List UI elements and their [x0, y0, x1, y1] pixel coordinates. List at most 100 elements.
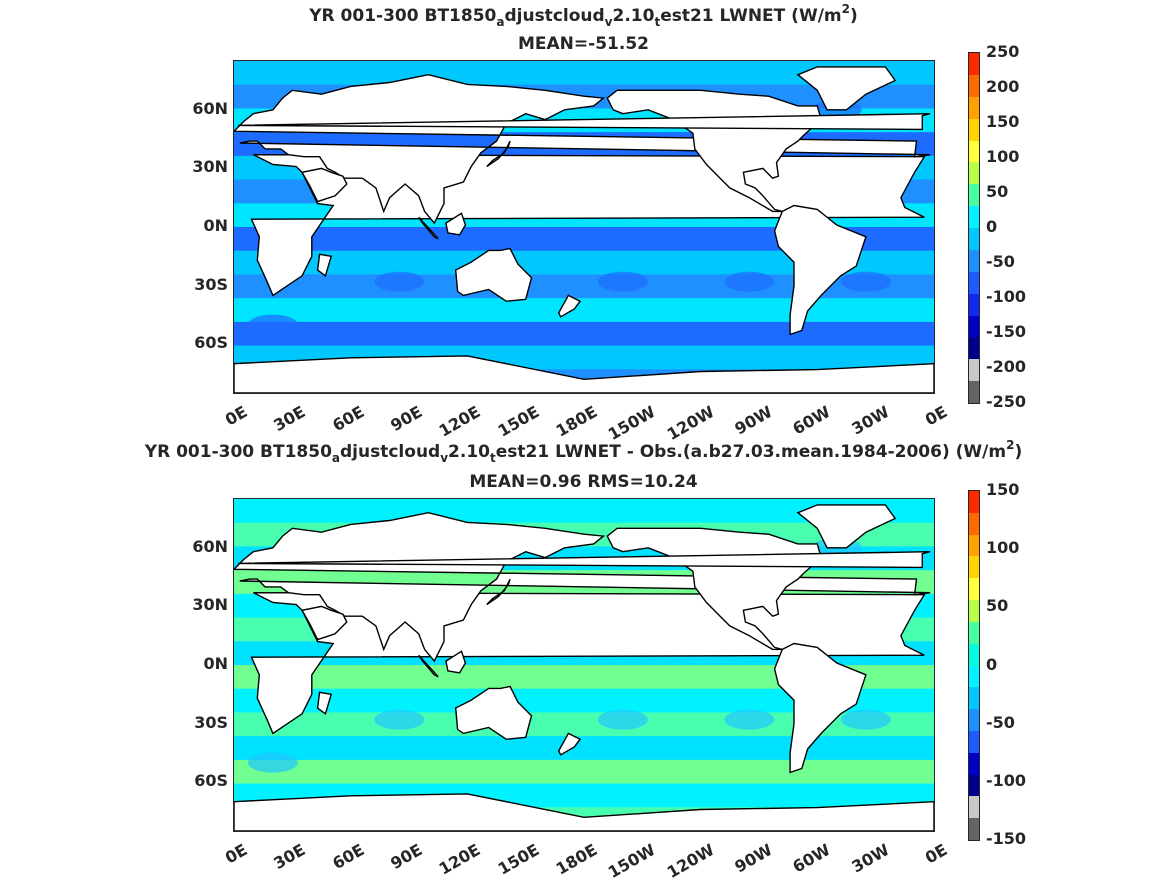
lon-tick-label: 90W	[731, 840, 776, 877]
land-mask	[234, 73, 931, 225]
panel2-colorbar	[968, 490, 980, 841]
title-part: 2.10	[448, 442, 490, 462]
colorbar-segment	[969, 96, 979, 119]
colorbar-segment	[969, 206, 979, 228]
lon-tick-label: 30E	[270, 840, 309, 874]
lat-tick-label: 30N	[192, 595, 228, 615]
lon-tick-label: 60E	[328, 840, 368, 874]
title-part: v	[440, 451, 449, 465]
land-mask	[234, 355, 934, 393]
panel1-colorbar	[968, 52, 980, 404]
colorbar-segment	[969, 249, 979, 272]
colorbar-tick-label: 100	[986, 147, 1020, 166]
colorbar-segment	[969, 643, 979, 666]
title-part: t	[490, 451, 496, 465]
field-anomaly	[724, 271, 775, 292]
title-part: 2	[1006, 438, 1015, 452]
land-mask	[234, 793, 934, 831]
ocean-field-band	[234, 736, 934, 761]
land-mask	[773, 204, 867, 336]
lat-tick-label: 0N	[203, 654, 228, 673]
colorbar-tick-label: 250	[986, 42, 1020, 61]
colorbar-segment	[969, 140, 979, 163]
lat-tick-label: 30N	[192, 157, 228, 177]
colorbar-segment	[969, 337, 979, 360]
title-part: a	[331, 451, 341, 465]
panel1-subtitle: MEAN=-51.52	[518, 34, 649, 54]
field-anomaly	[724, 709, 775, 730]
lon-tick-label: 120W	[663, 840, 718, 882]
land-mask	[316, 253, 333, 277]
colorbar-segment	[969, 818, 979, 840]
title-part: djustcloud	[340, 442, 441, 462]
ocean-field-band	[234, 298, 934, 323]
colorbar-tick-label: 0	[986, 217, 998, 236]
colorbar-tick-label: 150	[986, 112, 1020, 131]
colorbar-segment	[969, 381, 979, 403]
panel1-title: YR 001-300 BT1850adjustcloudv2.10test21 …	[0, 2, 1167, 29]
lat-tick-label: 60S	[194, 333, 228, 353]
colorbar-tick-label: -100	[986, 770, 1027, 790]
land-mask	[454, 247, 533, 302]
panel2-title: YR 001-300 BT1850adjustcloudv2.10test21 …	[0, 438, 1167, 465]
field-anomaly	[597, 709, 648, 730]
field-anomaly	[374, 709, 425, 730]
lon-tick-label: 150W	[605, 840, 659, 882]
colorbar-tick-label: -50	[986, 252, 1015, 271]
lat-tick-label: 60N	[192, 536, 228, 556]
colorbar-segment	[969, 709, 979, 731]
colorbar-segment	[969, 184, 979, 207]
colorbar-segment	[969, 556, 979, 579]
land-mask	[557, 732, 582, 756]
colorbar-segment	[969, 774, 979, 797]
lon-tick-label: 30W	[848, 840, 893, 877]
colorbar-segment	[969, 228, 979, 250]
colorbar-tick-label: 50	[986, 596, 1009, 616]
land-mask	[796, 504, 897, 549]
colorbar-segment	[969, 162, 979, 185]
title-part: YR 001-300 BT1850	[144, 442, 332, 462]
colorbar-segment	[969, 621, 979, 644]
field-anomaly	[374, 271, 425, 292]
land-mask	[486, 140, 511, 168]
colorbar-tick-label: 50	[986, 182, 1009, 201]
colorbar-tick-label: -150	[986, 322, 1027, 341]
lon-tick-label: 0E	[221, 840, 251, 868]
colorbar-tick-label: 0	[986, 654, 998, 674]
title-part: )	[1014, 442, 1023, 462]
title-part: 2.10	[612, 6, 655, 26]
map-canvas	[234, 61, 934, 393]
title-part: 2	[841, 2, 850, 16]
lat-tick-label: 60N	[192, 98, 228, 118]
lat-tick-label: 30S	[194, 274, 228, 294]
field-anomaly	[840, 709, 891, 730]
colorbar-segment	[969, 293, 979, 316]
title-part: YR 001-300 BT1850	[309, 6, 497, 26]
title-part: est21 LWNET - Obs.(a.b27.03.mean.1984-20…	[495, 442, 1007, 462]
title-part: djustcloud	[504, 6, 605, 26]
colorbar-segment	[969, 600, 979, 622]
land-mask	[486, 578, 511, 606]
field-anomaly	[247, 314, 298, 335]
colorbar-tick-label: 150	[986, 480, 1020, 499]
land-mask	[237, 113, 931, 131]
lon-tick-label: 150E	[494, 840, 543, 879]
land-mask	[237, 551, 931, 569]
colorbar-segment	[969, 665, 979, 688]
colorbar-tick-label: -250	[986, 392, 1027, 411]
colorbar-segment	[969, 534, 979, 557]
lon-tick-label: 90E	[387, 840, 426, 874]
ocean-field-band	[234, 321, 934, 347]
title-part: )	[849, 6, 858, 26]
land-mask	[796, 66, 897, 111]
colorbar-tick-label: 200	[986, 77, 1020, 96]
colorbar-segment	[969, 315, 979, 338]
ocean-field-band	[234, 759, 934, 785]
colorbar-segment	[969, 53, 979, 75]
land-mask	[773, 642, 867, 774]
colorbar-tick-label: 100	[986, 538, 1020, 558]
panel1-map	[233, 60, 935, 394]
title-part: t	[654, 15, 661, 29]
colorbar-segment	[969, 74, 979, 97]
lat-tick-label: 30S	[194, 712, 228, 732]
